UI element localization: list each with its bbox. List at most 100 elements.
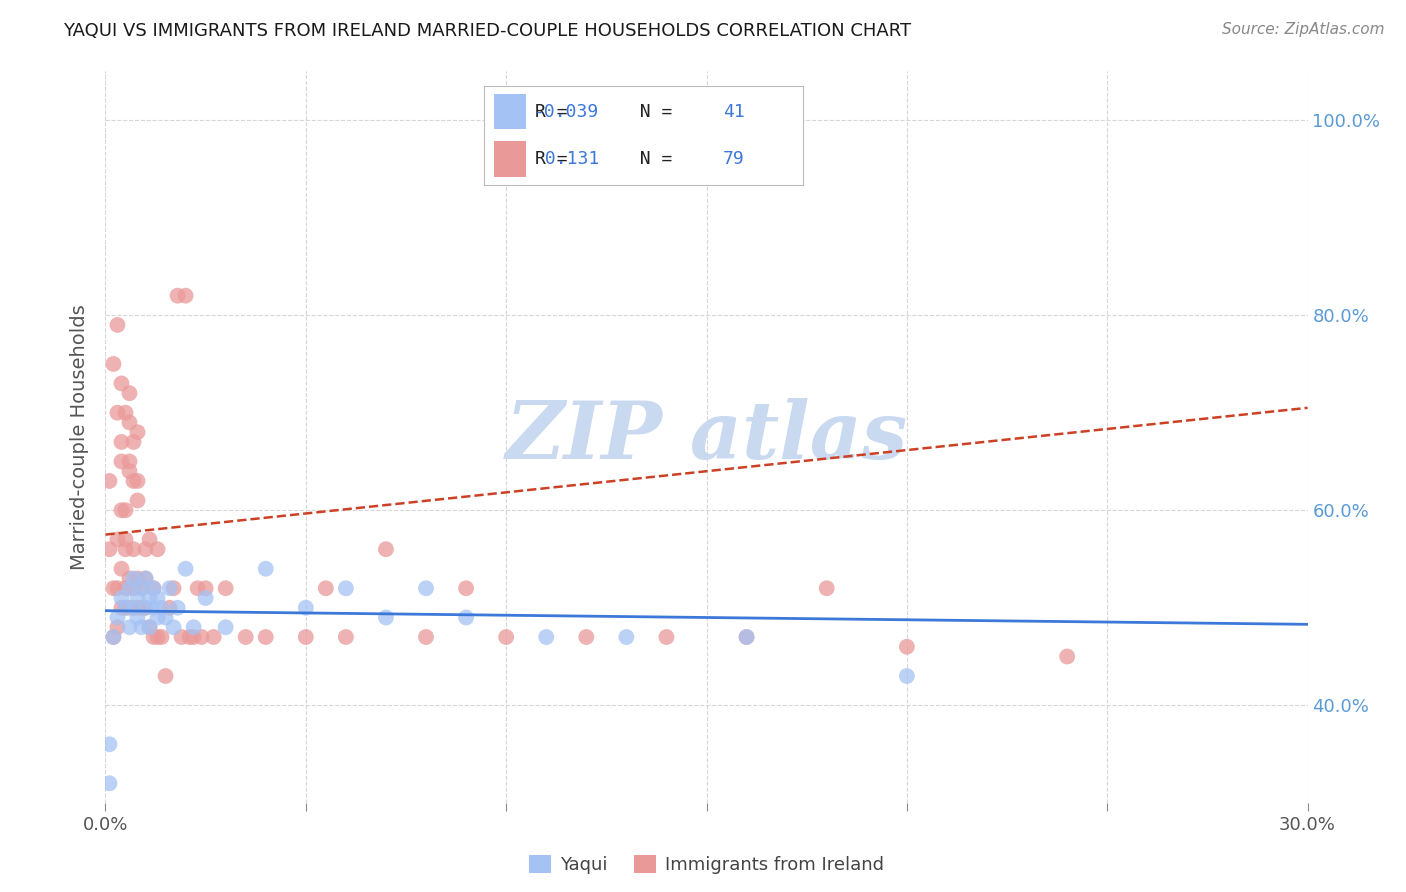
Point: [142, 581, 165, 595]
Point: [735, 630, 758, 644]
Point: [335, 581, 357, 595]
Point: [110, 591, 132, 605]
Point: [150, 600, 173, 615]
Point: [375, 542, 398, 557]
Point: [295, 630, 318, 644]
Point: [375, 610, 398, 624]
Point: [103, 581, 125, 595]
Point: [183, 630, 205, 644]
Point: [146, 591, 169, 605]
Point: [138, 533, 160, 547]
Point: [122, 581, 145, 595]
Point: [118, 464, 141, 478]
Point: [146, 542, 169, 557]
Point: [122, 600, 145, 615]
Point: [162, 620, 184, 634]
Point: [135, 542, 157, 557]
Point: [155, 669, 177, 683]
Point: [135, 600, 157, 615]
Point: [335, 630, 357, 644]
Point: [162, 581, 184, 595]
Point: [127, 591, 149, 605]
Point: [190, 630, 212, 644]
Point: [107, 318, 129, 332]
Point: [127, 493, 149, 508]
Point: [107, 581, 129, 595]
Point: [616, 630, 638, 644]
Point: [415, 630, 437, 644]
Point: [118, 620, 141, 634]
Point: [98, 542, 121, 557]
Point: [118, 600, 141, 615]
Point: [138, 620, 160, 634]
Point: [1056, 649, 1078, 664]
Point: [114, 600, 136, 615]
Legend: Yaqui, Immigrants from Ireland: Yaqui, Immigrants from Ireland: [522, 847, 891, 881]
Point: [103, 630, 125, 644]
Point: [122, 542, 145, 557]
Point: [107, 406, 129, 420]
Point: [131, 581, 153, 595]
Point: [187, 581, 209, 595]
Point: [110, 503, 132, 517]
Point: [202, 630, 225, 644]
Point: [194, 591, 217, 605]
Point: [194, 581, 217, 595]
Point: [896, 640, 918, 654]
Point: [896, 669, 918, 683]
Point: [174, 288, 197, 302]
Text: ZIP atlas: ZIP atlas: [505, 399, 908, 475]
Point: [456, 581, 478, 595]
Point: [456, 610, 478, 624]
Point: [107, 610, 129, 624]
Point: [114, 533, 136, 547]
Point: [159, 581, 181, 595]
Point: [183, 620, 205, 634]
Point: [118, 581, 141, 595]
Point: [536, 630, 558, 644]
Point: [110, 454, 132, 468]
Point: [155, 610, 177, 624]
Point: [214, 581, 236, 595]
Point: [135, 572, 157, 586]
Point: [142, 581, 165, 595]
Point: [575, 630, 598, 644]
Point: [110, 434, 132, 449]
Point: [103, 357, 125, 371]
Point: [131, 600, 153, 615]
Point: [127, 610, 149, 624]
Point: [415, 581, 437, 595]
Point: [495, 630, 517, 644]
Y-axis label: Married-couple Households: Married-couple Households: [70, 304, 90, 570]
Point: [114, 406, 136, 420]
Point: [122, 474, 145, 488]
Point: [159, 600, 181, 615]
Point: [98, 474, 121, 488]
Point: [174, 562, 197, 576]
Point: [98, 737, 121, 751]
Point: [114, 542, 136, 557]
Point: [179, 630, 201, 644]
Point: [295, 600, 318, 615]
Point: [131, 620, 153, 634]
Point: [142, 630, 165, 644]
Point: [146, 610, 169, 624]
Point: [315, 581, 337, 595]
Point: [170, 630, 193, 644]
Text: Source: ZipAtlas.com: Source: ZipAtlas.com: [1222, 22, 1385, 37]
Point: [103, 630, 125, 644]
Point: [127, 600, 149, 615]
Point: [254, 630, 277, 644]
Point: [98, 776, 121, 790]
Point: [114, 581, 136, 595]
Point: [138, 591, 160, 605]
Point: [110, 562, 132, 576]
Point: [735, 630, 758, 644]
Point: [131, 581, 153, 595]
Point: [127, 474, 149, 488]
Point: [235, 630, 257, 644]
Point: [118, 454, 141, 468]
Point: [127, 572, 149, 586]
Point: [114, 503, 136, 517]
Point: [150, 630, 173, 644]
